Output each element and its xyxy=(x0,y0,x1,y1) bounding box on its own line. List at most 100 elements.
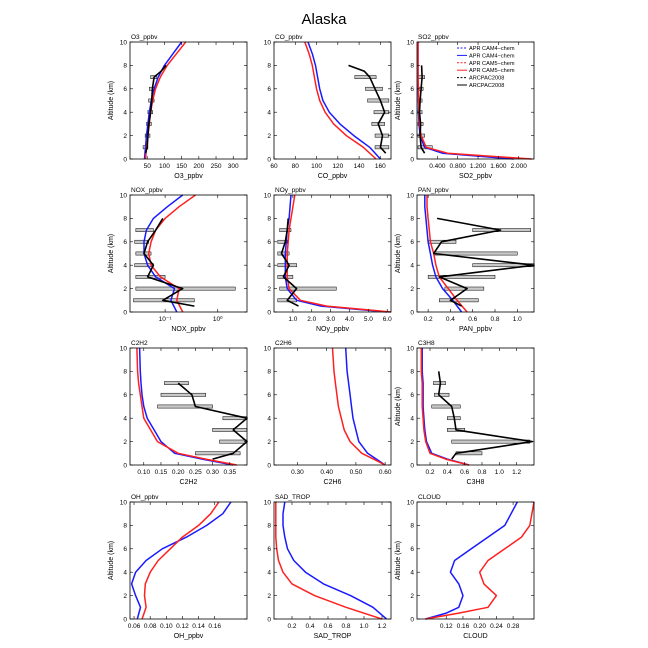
y-tick-label: 10 xyxy=(264,499,272,506)
y-tick-label: 10 xyxy=(120,192,128,199)
series-line-cam5 xyxy=(420,348,470,466)
series-line-cam4 xyxy=(424,195,463,313)
x-tick-label: 0.20 xyxy=(473,623,486,630)
series-line-cam4 xyxy=(417,42,514,160)
y-tick-label: 10 xyxy=(120,499,128,506)
x-tick-label: 0.16 xyxy=(208,623,221,630)
y-tick-label: 0 xyxy=(267,156,271,163)
x-axis-label: SO2_ppbv xyxy=(459,173,493,180)
y-tick-label: 10 xyxy=(407,192,415,199)
y-tick-label: 0 xyxy=(410,462,414,469)
series-line-arcpac2008 xyxy=(348,64,387,154)
x-axis-label: OH_ppbv xyxy=(174,633,204,640)
obs-range-bar xyxy=(354,75,377,79)
series-line-cam5 xyxy=(417,42,532,160)
x-tick-label: 1.2 xyxy=(377,623,386,630)
series-line-cam5 xyxy=(425,501,535,620)
x-tick-label: 0.12 xyxy=(440,623,453,630)
y-tick-label: 0 xyxy=(123,462,127,469)
y-tick-label: 0 xyxy=(123,156,127,163)
obs-range-bar xyxy=(451,439,530,444)
panel-title: SO2_ppbv xyxy=(418,34,449,41)
obs-range-bar xyxy=(427,275,496,279)
obs-range-bar xyxy=(135,286,236,291)
x-tick-label: 6.0 xyxy=(383,316,392,323)
y-tick-label: 4 xyxy=(410,570,414,577)
figure-title: Alaska xyxy=(301,11,347,28)
y-tick-label: 2 xyxy=(123,133,127,140)
x-tick-label: 2.000 xyxy=(511,163,528,170)
y-tick-label: 2 xyxy=(410,593,414,600)
y-tick-label: 2 xyxy=(267,439,271,446)
x-tick-label: 0.4 xyxy=(305,623,314,630)
x-tick-label: 0.30 xyxy=(206,469,219,476)
x-tick-label: 150 xyxy=(176,163,187,170)
y-tick-label: 4 xyxy=(410,110,414,117)
legend-label: APR CAM4−chem xyxy=(469,53,515,59)
y-tick-label: 4 xyxy=(123,263,127,270)
x-tick-label: 160 xyxy=(375,163,386,170)
series-line-cam4 xyxy=(282,501,387,620)
y-tick-label: 2 xyxy=(410,133,414,140)
y-tick-label: 2 xyxy=(267,593,271,600)
x-tick-label: 1.0 xyxy=(288,316,297,323)
obs-range-bar xyxy=(157,404,213,409)
panel-title: C2H2 xyxy=(131,340,148,347)
y-tick-label: 2 xyxy=(123,286,127,293)
y-tick-label: 2 xyxy=(123,593,127,600)
panel-noy: 1.0 2.0 3.0 4.0 5.0 6.00246810NOy_ppbvNOy_ppb… xyxy=(264,187,392,333)
obs-range-bar xyxy=(134,239,149,244)
y-tick-label: 0 xyxy=(267,616,271,623)
series-line-arcpac2008 xyxy=(177,382,248,460)
y-tick-label: 8 xyxy=(123,369,127,376)
x-tick-label: 100 xyxy=(311,163,322,170)
series-line-cam4 xyxy=(344,347,386,466)
x-tick-label: 0.12 xyxy=(176,623,189,630)
obs-range-bar xyxy=(472,228,531,232)
series-line-cam5 xyxy=(136,347,237,466)
y-tick-label: 8 xyxy=(410,63,414,70)
panel-o3: 50 100 150 200 250 3000246810O3_ppbvO3_ppbvAl… xyxy=(108,34,248,180)
obs-range-bar xyxy=(431,404,461,409)
x-tick-label: 250 xyxy=(211,163,222,170)
panel-title: NOy_ppbv xyxy=(275,187,306,194)
x-tick-label: 80 xyxy=(292,163,300,170)
y-tick-label: 2 xyxy=(267,133,271,140)
y-tick-label: 8 xyxy=(123,63,127,70)
x-tick-label: 0.8 xyxy=(477,469,486,476)
x-axis-label: C2H2 xyxy=(180,479,198,486)
series-line-cam4 xyxy=(130,501,232,620)
x-tick-label: 5.0 xyxy=(364,316,373,323)
y-tick-label: 2 xyxy=(410,286,414,293)
x-tick-label: 0.15 xyxy=(155,469,168,476)
panel-title: OH_ppbv xyxy=(131,494,159,501)
series-line-cam5 xyxy=(275,502,383,620)
obs-range-bar xyxy=(367,98,390,103)
y-tick-label: 10 xyxy=(407,345,415,352)
y-tick-label: 10 xyxy=(120,39,128,46)
plot-frame xyxy=(129,41,248,160)
panel-title: CO_ppbv xyxy=(275,34,303,41)
y-tick-label: 8 xyxy=(410,216,414,223)
x-tick-label: 1.0 xyxy=(495,469,504,476)
x-axis-label: C2H6 xyxy=(324,479,342,486)
series-line-cam4 xyxy=(284,194,388,313)
plot-frame xyxy=(129,501,248,620)
x-tick-label: 0.14 xyxy=(192,623,205,630)
y-tick-label: 0 xyxy=(267,309,271,316)
y-tick-label: 6 xyxy=(123,86,127,93)
series-line-arcpac2008 xyxy=(280,218,299,307)
y-axis-label: Altitude (km) xyxy=(108,81,115,120)
panel-title: C2H6 xyxy=(275,340,292,347)
series-line-cam5 xyxy=(304,41,377,160)
obs-range-bar xyxy=(164,381,189,385)
legend-label: ARCPAC2008 xyxy=(469,83,504,89)
y-tick-label: 2 xyxy=(123,439,127,446)
y-tick-label: 8 xyxy=(267,523,271,530)
y-tick-label: 10 xyxy=(407,39,415,46)
series-line-cam4 xyxy=(307,41,381,160)
